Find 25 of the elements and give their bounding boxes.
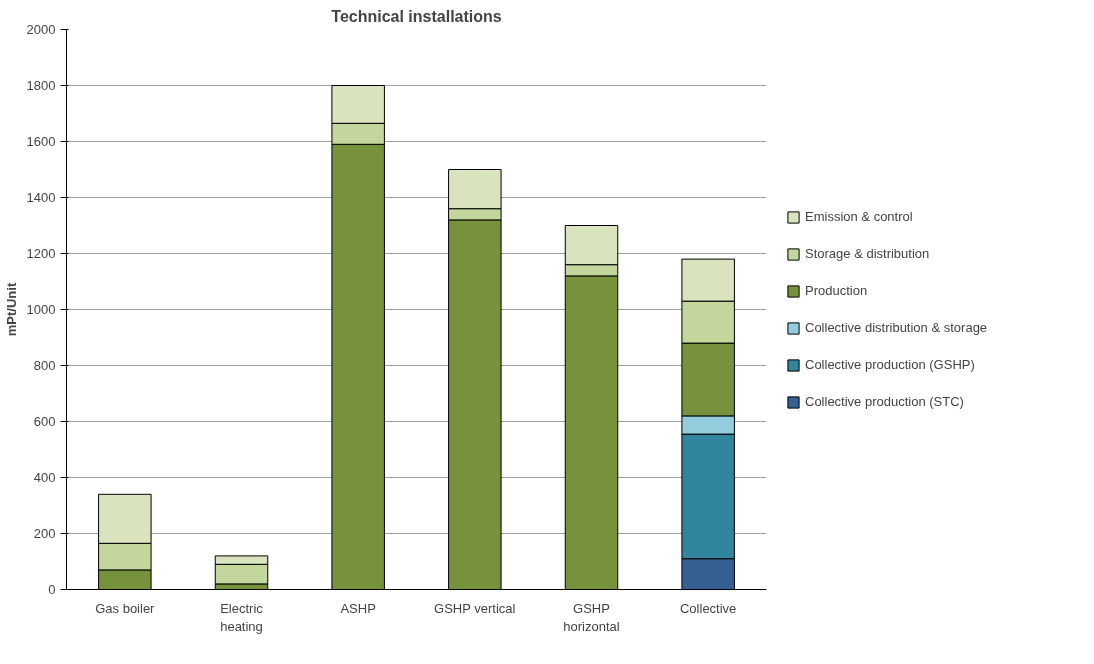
y-tick-label: 1000 — [26, 302, 56, 317]
x-tick-label: GSHP vertical — [434, 600, 516, 616]
y-tick-label: 1400 — [26, 190, 56, 205]
x-tick-label: Collective — [679, 600, 737, 616]
y-axis-title: mPt/Unit — [3, 282, 19, 337]
legend-label: Production — [805, 283, 868, 298]
y-tick-label: 600 — [33, 414, 56, 429]
y-tick-label: 200 — [33, 526, 56, 541]
x-tick-label: ASHP — [340, 600, 376, 616]
legend-label: Storage & distribution — [805, 246, 930, 261]
y-tick-label: 1600 — [26, 134, 56, 149]
y-tick-label: 1800 — [26, 78, 56, 93]
x-tick-label: Gas boiler — [95, 600, 156, 616]
x-tick-label: GSHP horizontal — [563, 600, 620, 634]
legend-label: Collective production (STC) — [805, 394, 964, 409]
y-tick-label: 1200 — [26, 246, 56, 261]
y-tick-label: 2000 — [26, 22, 56, 37]
y-tick-label: 800 — [33, 358, 56, 373]
x-tick-label: Electric heating — [220, 600, 264, 634]
y-tick-label: 400 — [33, 470, 56, 485]
chart-title: Technical installations — [331, 7, 502, 25]
legend-label: Collective distribution & storage — [805, 320, 988, 335]
legend-label: Collective production (GSHP) — [805, 357, 975, 372]
y-tick-label: 0 — [48, 582, 56, 597]
legend-label: Emission & control — [805, 209, 913, 224]
